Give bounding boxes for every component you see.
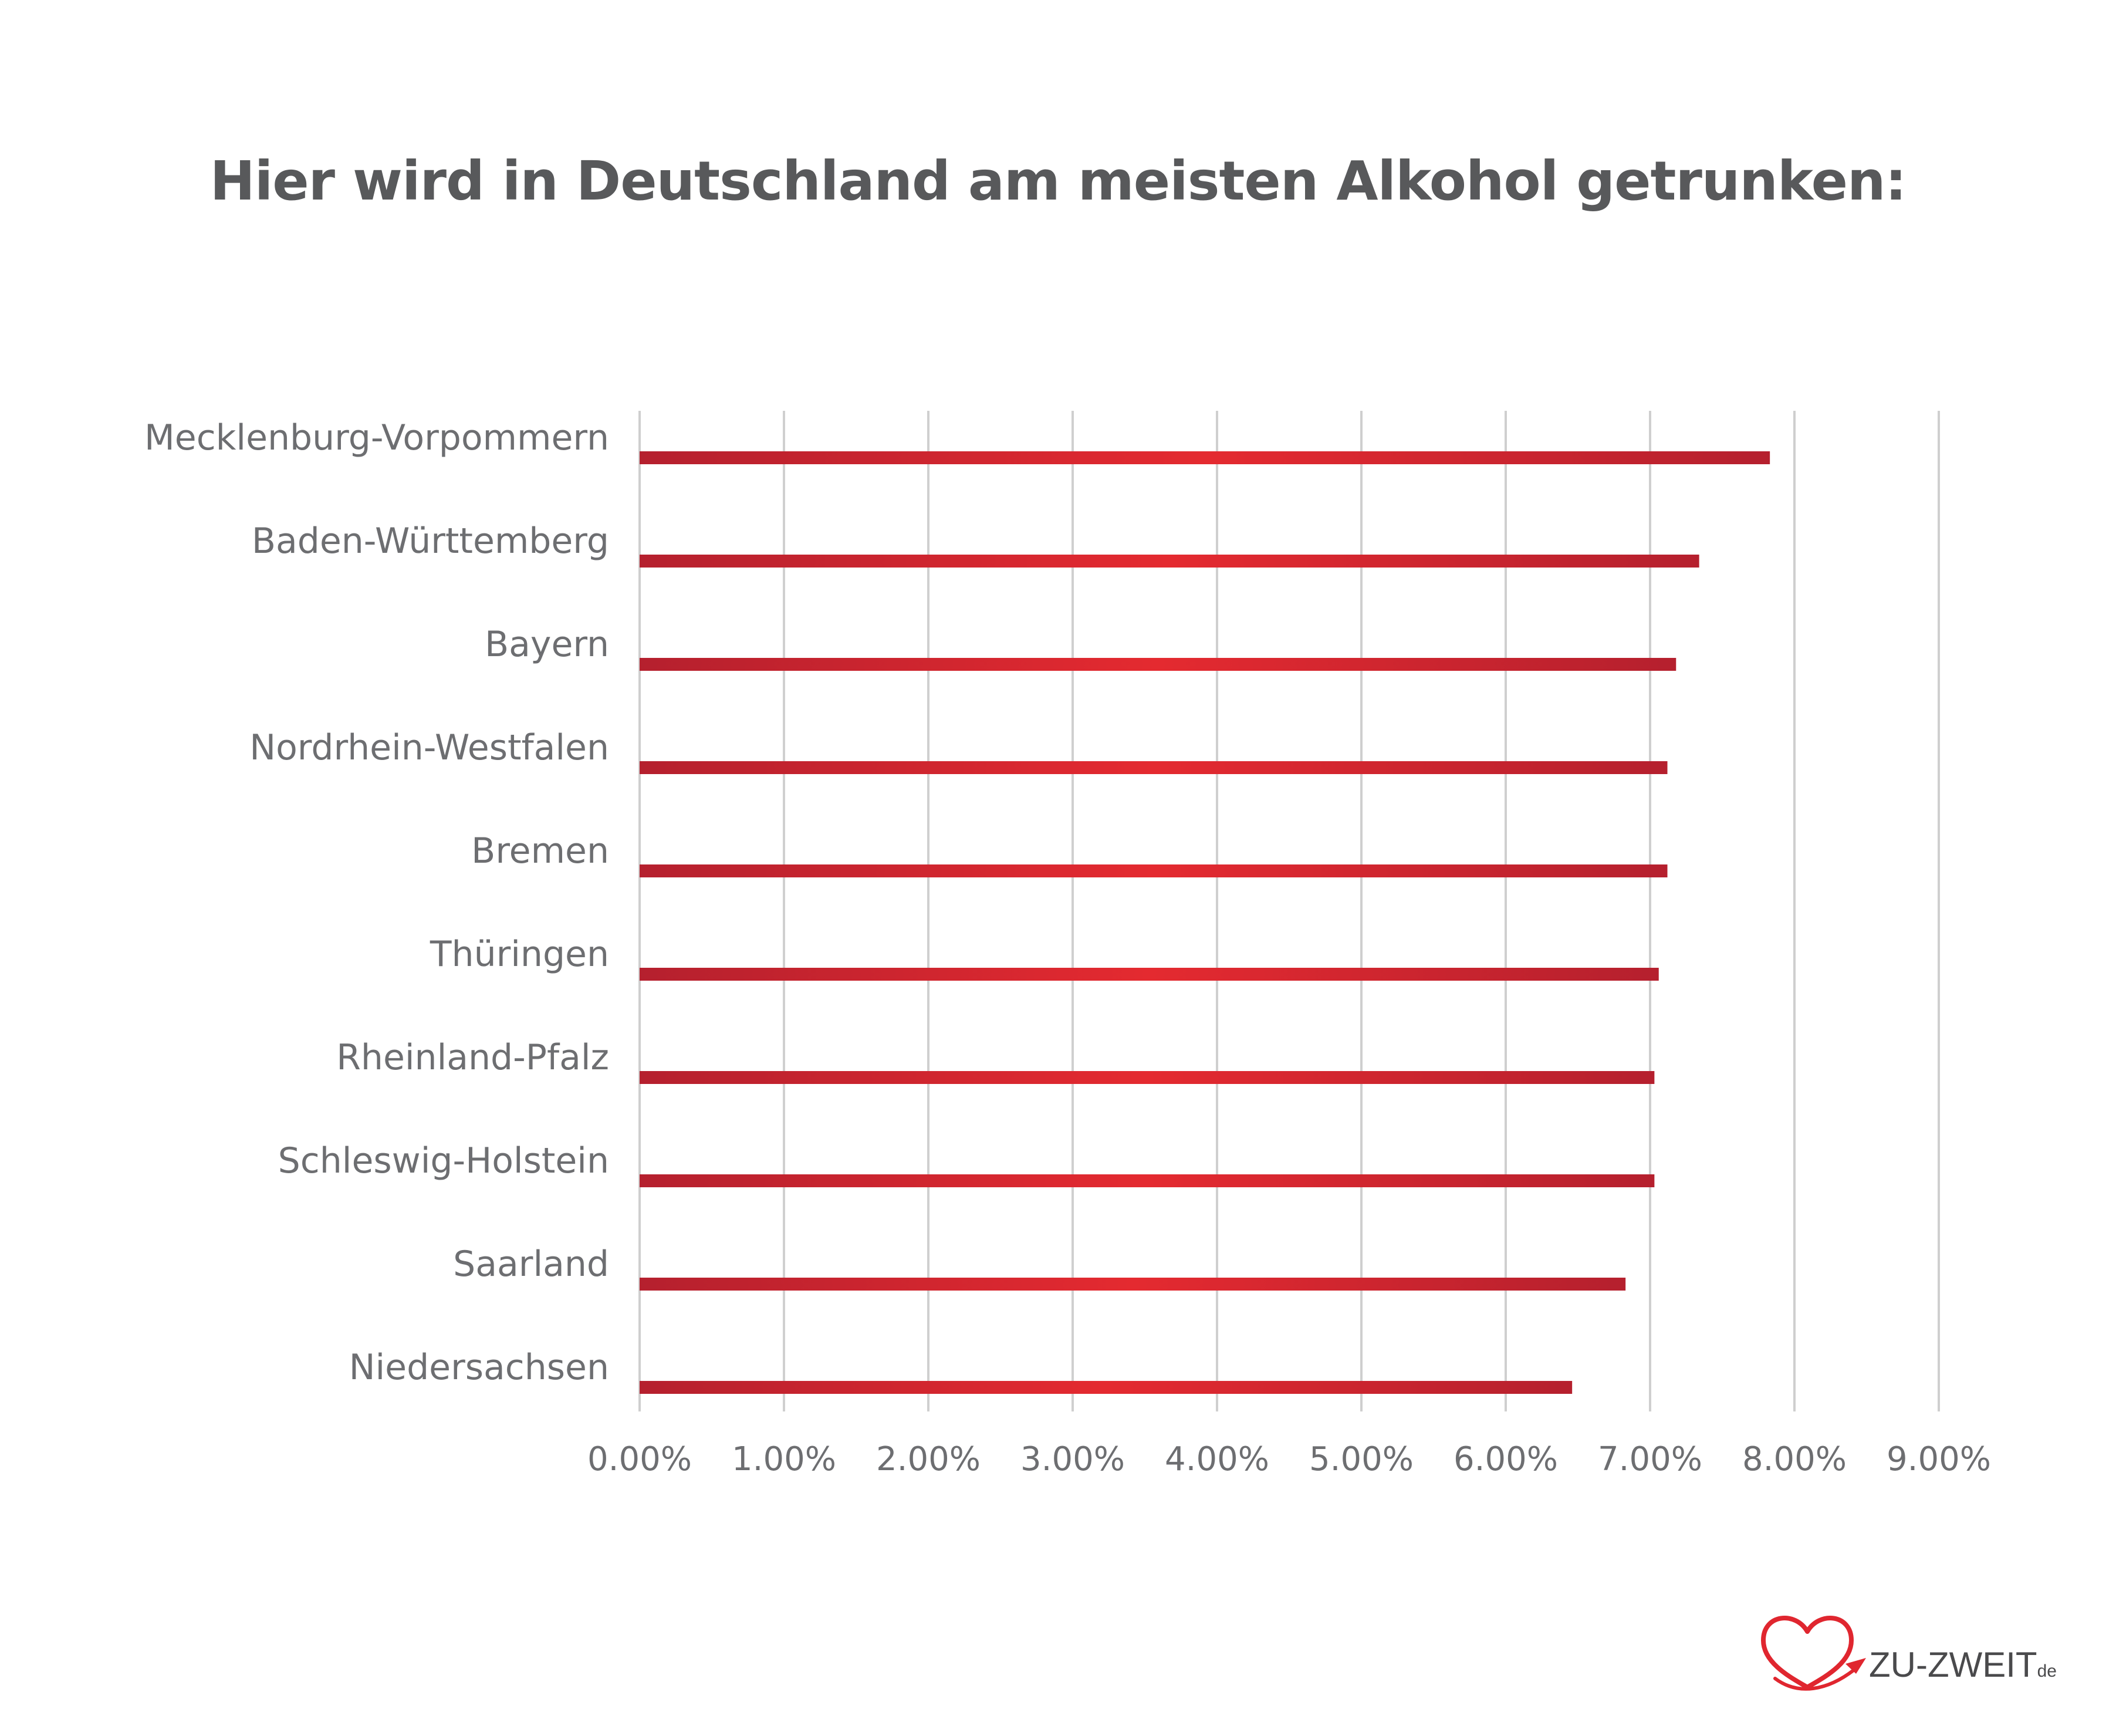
bar (640, 1381, 1573, 1394)
tick-label: 0.00% (587, 1440, 692, 1478)
bar (640, 1174, 1655, 1187)
category-label: Thüringen (430, 934, 609, 975)
zu-zweit-logo: ZU-ZWEITde (1752, 1608, 2057, 1696)
category-label: Niedersachsen (349, 1347, 609, 1388)
tick-label: 4.00% (1165, 1440, 1269, 1478)
category-label: Nordrhein-Westfalen (249, 727, 609, 768)
gridlines (638, 411, 1940, 1411)
bar (640, 761, 1668, 774)
bar (640, 658, 1676, 671)
category-label: Saarland (453, 1244, 609, 1285)
tick-label: 2.00% (876, 1440, 981, 1478)
x-tick-labels: 0.00% 1.00% 2.00% 3.00% 4.00% 5.00% 6.00% 7.00%… (587, 1440, 1991, 1478)
bars (640, 451, 1770, 1394)
tick-label: 9.00% (1887, 1440, 1991, 1478)
chart-title: Hier wird in Deutschland am meisten Alko… (209, 150, 1907, 212)
bar (640, 1278, 1626, 1291)
tick-label: 7.00% (1598, 1440, 1702, 1478)
tick-label: 6.00% (1454, 1440, 1558, 1478)
bar (640, 864, 1668, 877)
category-label: Bayern (485, 624, 609, 665)
logo-main-text: ZU-ZWEIT (1869, 1645, 2037, 1684)
category-label: Rheinland-Pfalz (336, 1037, 609, 1078)
category-label: Baden-Württemberg (252, 521, 609, 562)
tick-label: 1.00% (732, 1440, 836, 1478)
category-label: Mecklenburg-Vorpommern (144, 417, 609, 458)
bar (640, 1071, 1655, 1084)
heart-logo-icon (1760, 1616, 1866, 1691)
logo-wordmark: ZU-ZWEITde (1869, 1644, 2057, 1685)
tick-label: 3.00% (1020, 1440, 1125, 1478)
logo-suffix-text: de (2037, 1661, 2057, 1681)
tick-label: 5.00% (1309, 1440, 1414, 1478)
category-label: Bremen (471, 830, 609, 872)
category-label: Schleswig-Holstein (278, 1140, 609, 1181)
bar (640, 968, 1659, 981)
bar (640, 555, 1699, 568)
bar (640, 451, 1770, 464)
tick-label: 8.00% (1742, 1440, 1847, 1478)
category-labels: Mecklenburg-Vorpommern Baden-Württemberg B… (144, 417, 609, 1388)
